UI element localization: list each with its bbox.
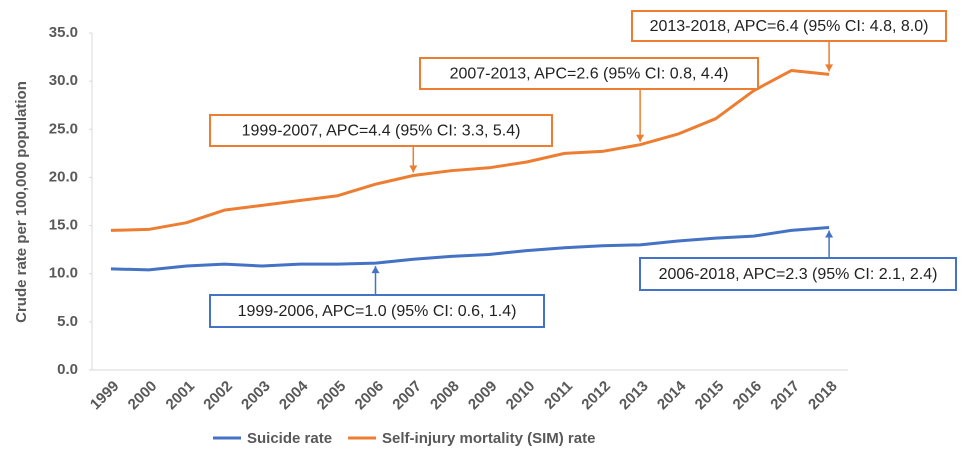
x-tick-label: 2017 [767,378,803,414]
x-tick-label: 2003 [238,378,274,414]
annotation: 2006-2018, APC=2.3 (95% CI: 2.1, 2.4) [659,266,938,283]
y-axis-label: Crude rate per 100,000 population [13,81,30,323]
annotation: 2013-2018, APC=6.4 (95% CI: 4.8, 8.0) [650,18,929,35]
y-tick-label: 10.0 [49,265,78,282]
y-tick-label: 35.0 [49,24,78,41]
x-tick-label: 2000 [125,378,161,414]
y-tick-label: 15.0 [49,217,78,234]
x-tick-label: 2008 [427,378,463,414]
x-tick-label: 2007 [389,378,425,414]
annotation-box [209,114,553,147]
x-tick-label: 2006 [352,378,388,414]
annotation-box [209,294,545,328]
x-tick-label: 2018 [805,378,841,414]
x-tick-label: 2016 [730,378,766,414]
x-tick-label: 2015 [692,378,728,414]
arrow-head [371,266,380,274]
y-tick-label: 20.0 [49,168,78,185]
x-tick-label: 1999 [87,378,123,414]
y-tick-label: 0.0 [57,361,78,378]
x-tick-label: 2002 [200,378,236,414]
series-line [110,226,830,272]
y-tick-label: 25.0 [49,120,78,137]
legend-label: Self-injury mortality (SIM) rate [382,430,595,447]
annotation-box [419,57,759,90]
x-tick-label: 2011 [541,378,576,413]
x-tick-label: 2010 [503,378,539,414]
annotation-box [639,257,957,291]
annotation: 2007-2013, APC=2.6 (95% CI: 0.8, 4.4) [450,66,729,83]
x-tick-label: 2001 [163,378,199,414]
annotation: 1999-2007, APC=4.4 (95% CI: 3.3, 5.4) [242,123,521,140]
x-tick-label: 2012 [578,378,614,414]
arrow-head [636,134,645,142]
y-tick-label: 30.0 [49,72,78,89]
arrow-head [825,230,834,238]
x-tick-label: 2005 [314,378,350,414]
x-tick-label: 2014 [654,377,690,413]
arrow-head [825,64,834,72]
annotation: 1999-2006, APC=1.0 (95% CI: 0.6, 1.4) [238,303,517,320]
arrow-head [409,165,418,173]
series-line [110,69,830,232]
x-tick-label: 2009 [465,378,501,414]
legend-label: Suicide rate [247,430,332,447]
annotation-box [631,10,947,42]
x-tick-label: 2013 [616,378,652,414]
y-tick-label: 5.0 [57,313,78,330]
x-tick-label: 2004 [276,377,312,413]
